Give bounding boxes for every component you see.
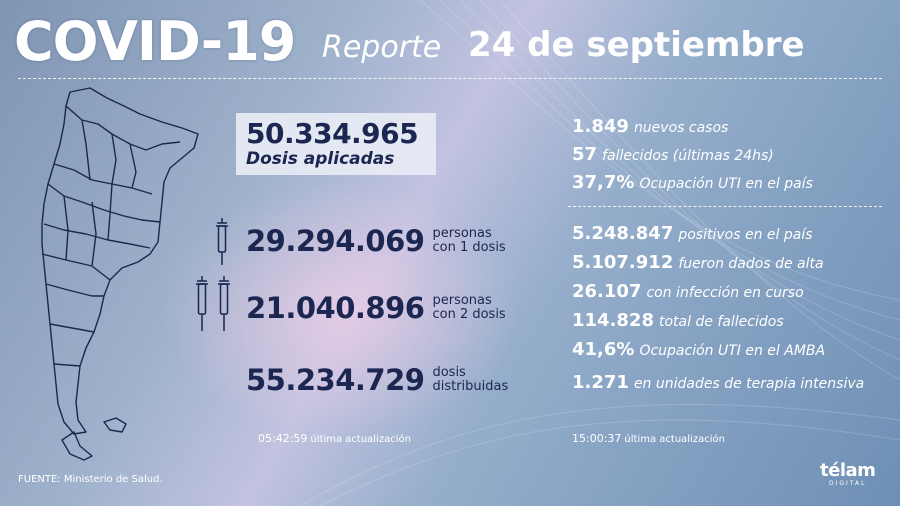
syringe-icon <box>216 218 228 265</box>
stat-value: 5.248.847 <box>572 223 674 244</box>
vaccine-row-2dosis: 21.040.896 personas con 2 dosis <box>246 291 506 325</box>
stat-label: nuevos casos <box>633 120 729 136</box>
stat-value: 26.107 <box>572 281 642 302</box>
update-time: 15:00:37 <box>572 432 622 445</box>
vaccine-label-line2: distribuidas <box>432 379 509 394</box>
logo-name: télam <box>820 460 876 481</box>
stat-label: Ocupación UTI en el país <box>639 176 813 192</box>
vaccine-label: personas con 2 dosis <box>432 294 505 322</box>
vaccine-update: 05:42:59 última actualización <box>258 432 411 445</box>
stat-positivos: 5.248.847 positivos en el país <box>572 223 813 244</box>
divider-mid <box>568 206 882 207</box>
stat-value: 57 <box>572 144 598 165</box>
update-time: 05:42:59 <box>258 432 308 445</box>
stat-value: 5.107.912 <box>572 252 674 273</box>
vaccine-value: 55.234.729 <box>246 363 425 397</box>
stat-fallecidos-24hs: 57 fallecidos (últimas 24hs) <box>572 144 774 165</box>
stat-terapia-intensiva: 1.271 en unidades de terapia intensiva <box>572 372 864 393</box>
stat-uti-amba: 41,6% Ocupación UTI en el AMBA <box>572 339 825 360</box>
stat-label: fallecidos (últimas 24hs) <box>602 148 774 164</box>
vaccine-label: dosis distribuidas <box>432 366 508 394</box>
stat-label: positivos en el país <box>678 227 813 243</box>
stat-alta: 5.107.912 fueron dados de alta <box>572 252 824 273</box>
cases-update: 15:00:37 última actualización <box>572 432 725 445</box>
vaccine-row-distribuidas: 55.234.729 dosis distribuidas <box>246 363 508 397</box>
vaccine-value: 29.294.069 <box>246 224 425 258</box>
stat-value: 41,6% <box>572 339 635 360</box>
vaccine-row-1dosis: 29.294.069 personas con 1 dosis <box>246 224 506 258</box>
source-note: FUENTE: Ministerio de Salud. <box>18 474 163 485</box>
stat-value: 37,7% <box>572 172 635 193</box>
vaccine-label-line1: personas <box>432 226 492 241</box>
stat-label: con infección en curso <box>646 285 804 301</box>
report-date: 24 de septiembre <box>468 25 805 65</box>
vaccine-label-line1: dosis <box>432 365 466 380</box>
update-label: última actualización <box>310 434 411 445</box>
argentina-map <box>41 87 199 461</box>
stat-value: 1.849 <box>572 116 629 137</box>
telam-logo: télam DIGITAL <box>820 460 876 488</box>
stat-value: 114.828 <box>572 310 654 331</box>
logo-sub: DIGITAL <box>828 480 867 487</box>
update-label: última actualización <box>624 434 725 445</box>
stat-value: 1.271 <box>572 372 629 393</box>
stat-total-fallecidos: 114.828 total de fallecidos <box>572 310 784 331</box>
dosis-aplicadas-box: 50.334.965 Dosis aplicadas <box>236 113 436 175</box>
double-syringe-icon <box>196 276 230 331</box>
divider-top <box>18 78 882 79</box>
vaccine-label-line2: con 2 dosis <box>432 307 506 322</box>
vaccine-label: personas con 1 dosis <box>432 227 505 255</box>
vaccine-label-line1: personas <box>432 293 492 308</box>
report-label: Reporte <box>322 30 442 65</box>
stat-nuevos-casos: 1.849 nuevos casos <box>572 116 728 137</box>
dosis-aplicadas-value: 50.334.965 <box>246 117 419 150</box>
stat-uti-pais: 37,7% Ocupación UTI en el país <box>572 172 813 193</box>
stat-label: fueron dados de alta <box>678 256 824 272</box>
page-title: COVID-19 <box>14 10 296 73</box>
stat-label: total de fallecidos <box>658 314 784 330</box>
dosis-aplicadas-label: Dosis aplicadas <box>246 149 395 169</box>
vaccine-label-line2: con 1 dosis <box>432 240 506 255</box>
stat-label: en unidades de terapia intensiva <box>633 376 865 392</box>
vaccine-value: 21.040.896 <box>246 291 425 325</box>
stat-label: Ocupación UTI en el AMBA <box>639 343 826 359</box>
stat-en-curso: 26.107 con infección en curso <box>572 281 804 302</box>
